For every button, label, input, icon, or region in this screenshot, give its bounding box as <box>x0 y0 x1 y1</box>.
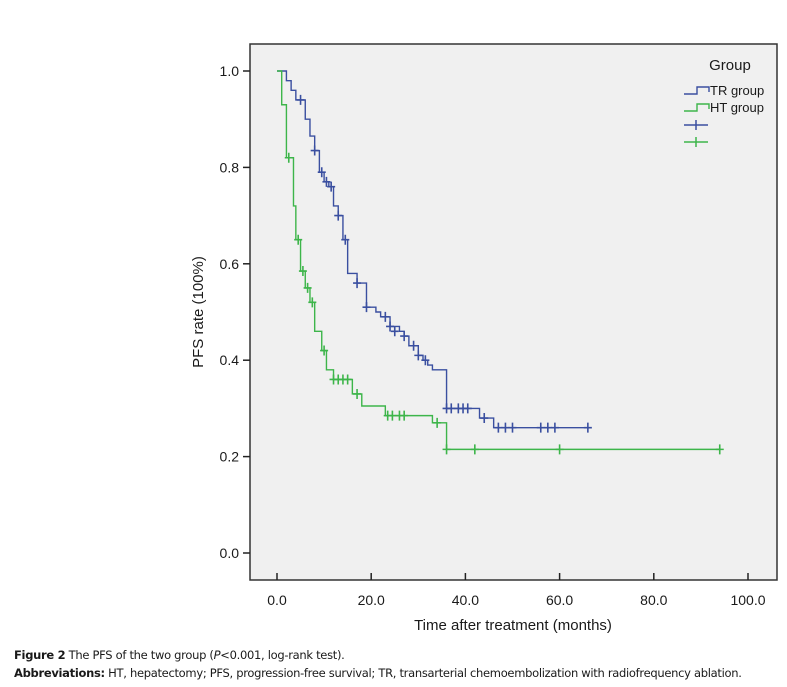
x-tick-label: 20.0 <box>358 592 385 608</box>
abbreviations-text: HT, hepatectomy; PFS, progression-free s… <box>104 666 742 680</box>
censor-mark <box>480 413 489 424</box>
x-axis: 0.0 20.0 40.0 60.0 80.0 100.0 <box>267 573 766 608</box>
censor-mark <box>386 321 395 332</box>
y-tick-label: 0.6 <box>220 256 240 272</box>
abbreviations-note: Abbreviations: HT, hepatectomy; PFS, pro… <box>14 666 742 680</box>
censor-mark <box>409 340 418 351</box>
censor-mark <box>390 326 399 337</box>
censor-mark <box>388 410 397 421</box>
x-tick-label: 80.0 <box>640 592 667 608</box>
caption-text-b: <0.001, log-rank test). <box>220 648 345 662</box>
censor-mark <box>555 444 564 455</box>
censor-mark <box>381 311 390 322</box>
censor-mark <box>421 355 430 366</box>
caption-p-italic: P <box>213 648 221 662</box>
censor-mark <box>322 176 331 187</box>
censor-mark <box>303 282 312 293</box>
x-axis-title: Time after treatment (months) <box>414 617 612 634</box>
y-axis: 0.0 0.2 0.4 0.6 0.8 1.0 <box>220 63 250 561</box>
censor-mark <box>362 302 371 313</box>
y-tick-label: 0.8 <box>220 159 240 175</box>
y-axis-title: PFS rate (100%) <box>190 256 207 368</box>
censor-mark <box>583 422 592 433</box>
censor-mark <box>341 234 350 245</box>
censor-mark <box>463 403 472 414</box>
censor-mark <box>327 181 336 192</box>
km-chart: 0.0 20.0 40.0 60.0 80.0 100.0 0.0 0.2 0.4 0.6 0.8… <box>190 43 778 634</box>
x-tick-label: 40.0 <box>452 592 479 608</box>
y-tick-label: 0.0 <box>220 545 240 561</box>
legend: Group TR group HT group <box>684 57 764 147</box>
figure-caption: Figure 2 The PFS of the two group (P<0.0… <box>14 648 345 662</box>
x-tick-label: 100.0 <box>730 592 765 608</box>
censor-mark <box>715 444 724 455</box>
legend-censor-ht-group <box>684 137 708 147</box>
censor-mark <box>414 350 423 361</box>
censor-mark <box>320 345 329 356</box>
censor-mark <box>501 422 510 433</box>
plot-area <box>249 43 778 581</box>
censor-mark <box>343 374 352 385</box>
legend-swatch-ht-group <box>684 103 710 112</box>
censor-mark <box>536 422 545 433</box>
censor-mark <box>508 422 517 433</box>
legend-label-tr-group: TR group <box>710 83 764 98</box>
series-tr-group <box>277 70 592 433</box>
caption-text-a: The PFS of the two group ( <box>65 648 214 662</box>
censor-mark <box>317 167 326 178</box>
censor-mark <box>400 410 409 421</box>
censor-mark <box>550 422 559 433</box>
censor-mark <box>494 422 503 433</box>
x-tick-label: 60.0 <box>546 592 573 608</box>
y-tick-label: 0.4 <box>220 352 240 368</box>
legend-swatch-tr-group <box>684 86 710 95</box>
censor-mark <box>470 444 479 455</box>
survival-curve-ht-group <box>277 70 720 451</box>
series-layer <box>277 70 724 455</box>
censor-mark <box>353 388 362 399</box>
survival-curve-tr-group <box>277 70 588 429</box>
censor-mark <box>543 422 552 433</box>
censor-mark <box>433 417 442 428</box>
legend-label-ht-group: HT group <box>710 100 764 115</box>
y-tick-label: 1.0 <box>220 63 240 79</box>
censor-mark <box>310 145 319 156</box>
censor-mark <box>353 278 362 289</box>
legend-title: Group <box>709 57 751 74</box>
figure-label: Figure 2 <box>14 648 66 662</box>
x-tick-label: 0.0 <box>267 592 287 608</box>
censor-mark <box>447 403 456 414</box>
censor-mark <box>296 94 305 105</box>
series-ht-group <box>277 70 724 455</box>
censor-mark <box>442 444 451 455</box>
censor-mark <box>400 331 409 342</box>
y-tick-label: 0.2 <box>220 449 240 465</box>
censor-mark <box>298 266 307 277</box>
censor-mark <box>308 297 317 308</box>
censor-mark <box>284 152 293 163</box>
censor-mark <box>334 210 343 221</box>
legend-censor-tr-group <box>684 120 708 130</box>
censor-mark <box>294 234 303 245</box>
abbreviations-label: Abbreviations: <box>14 666 105 680</box>
